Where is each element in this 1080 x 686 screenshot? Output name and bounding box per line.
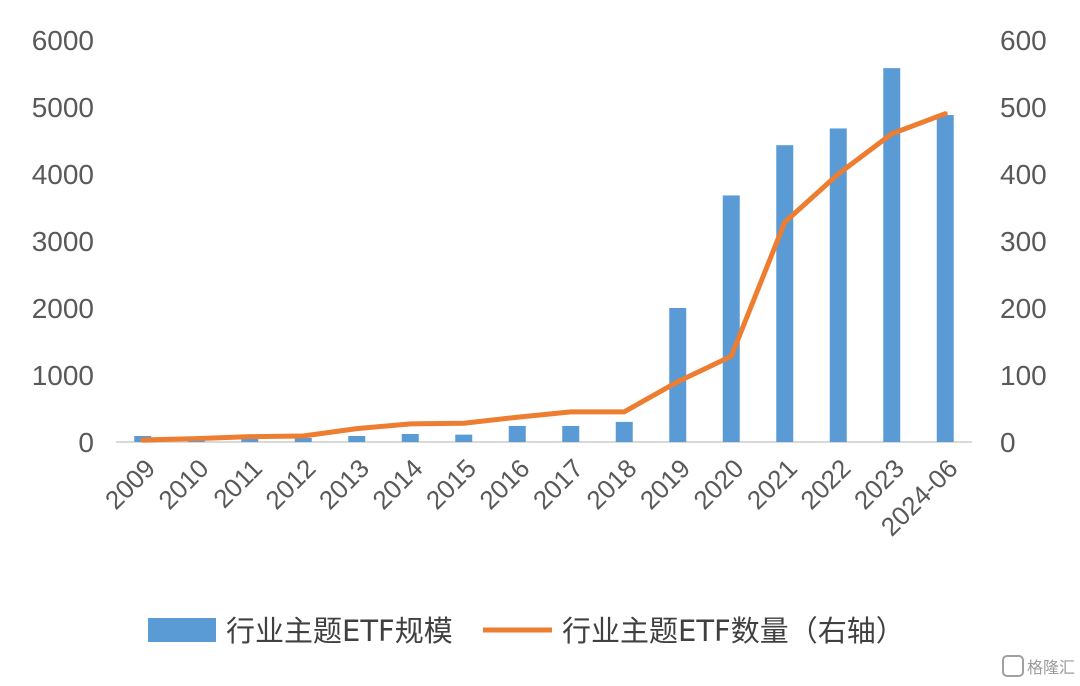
bar xyxy=(936,115,954,442)
bar xyxy=(883,68,901,442)
bar xyxy=(829,128,847,442)
y-right-tick-label: 500 xyxy=(1000,92,1047,123)
bar-series xyxy=(134,68,954,442)
legend-label-line: 行业主题ETF数量（右轴） xyxy=(562,614,905,648)
y-left-tick-label: 1000 xyxy=(32,360,94,391)
x-tick-label: 2016 xyxy=(473,453,535,515)
line-series xyxy=(140,111,948,443)
y-right-tick-label: 100 xyxy=(1000,360,1047,391)
y-left-tick-label: 2000 xyxy=(32,293,94,324)
bar xyxy=(241,437,259,442)
x-tick-label: 2012 xyxy=(259,453,321,515)
x-tick-label: 2013 xyxy=(313,453,375,515)
x-tick-label: 2015 xyxy=(420,453,482,515)
bar xyxy=(348,435,366,442)
bar xyxy=(455,434,473,442)
watermark: 格隆汇 xyxy=(1002,655,1075,677)
y-left-tick-label: 5000 xyxy=(32,92,94,123)
bar xyxy=(722,195,740,442)
x-tick-label: 2011 xyxy=(207,453,268,514)
y-left-tick-label: 4000 xyxy=(32,159,94,190)
x-axis: 2009201020112012201320142015201620172018… xyxy=(99,453,964,542)
x-tick-label: 2009 xyxy=(99,453,161,515)
x-tick-label: 2014 xyxy=(366,453,428,515)
bar xyxy=(615,421,633,442)
legend-swatch-bar xyxy=(148,618,216,642)
line-path xyxy=(140,111,948,443)
bar xyxy=(562,425,580,442)
x-tick-label: 2017 xyxy=(527,453,589,515)
y-left-tick-label: 0 xyxy=(78,427,94,458)
y-axis-left: 0 1000 2000 3000 4000 5000 6000 xyxy=(32,25,94,458)
legend-label-bar: 行业主题ETF规模 xyxy=(226,614,453,648)
x-tick-label: 2022 xyxy=(794,453,856,515)
legend: 行业主题ETF规模 行业主题ETF数量（右轴） xyxy=(148,614,905,648)
x-tick-label: 2010 xyxy=(152,453,214,515)
x-tick-label: 2021 xyxy=(741,453,803,515)
legend-item-line: 行业主题ETF数量（右轴） xyxy=(483,614,905,648)
watermark-text: 格隆汇 xyxy=(1027,658,1075,677)
y-axis-right: 0 100 200 300 400 500 600 xyxy=(1000,25,1047,458)
bar xyxy=(294,437,312,442)
bar xyxy=(776,145,794,442)
bar xyxy=(669,308,687,442)
x-tick-label: 2019 xyxy=(634,453,696,515)
y-right-tick-label: 300 xyxy=(1000,226,1047,257)
bar xyxy=(508,425,526,442)
watermark-logo-icon xyxy=(1002,655,1024,677)
y-right-tick-label: 400 xyxy=(1000,159,1047,190)
y-right-tick-label: 0 xyxy=(1000,427,1016,458)
x-tick-label: 2020 xyxy=(687,453,749,515)
legend-item-bar: 行业主题ETF规模 xyxy=(148,614,453,648)
y-left-tick-label: 6000 xyxy=(32,25,94,56)
y-right-tick-label: 200 xyxy=(1000,293,1047,324)
bar xyxy=(401,433,419,442)
x-tick-label: 2018 xyxy=(580,453,642,515)
y-left-tick-label: 3000 xyxy=(32,226,94,257)
y-right-tick-label: 600 xyxy=(1000,25,1047,56)
